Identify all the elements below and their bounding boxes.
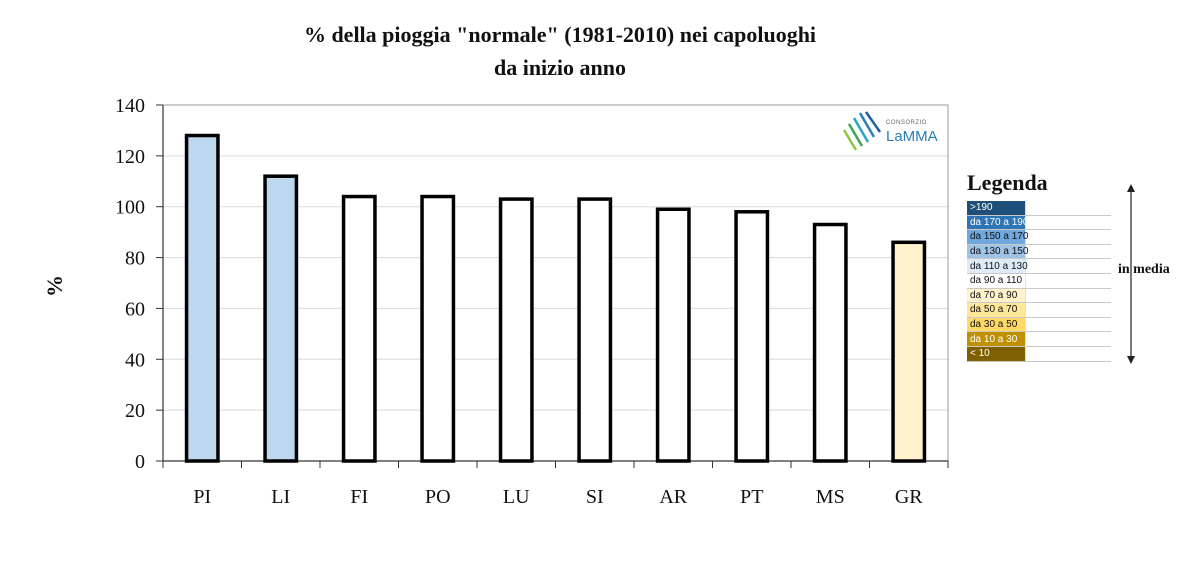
legend-swatch (967, 259, 1026, 273)
legend-item-label: da 150 a 170 (970, 231, 1029, 243)
legend-swatch (967, 273, 1026, 288)
bar-lu (498, 197, 534, 463)
legend-item-label: >190 (970, 202, 993, 214)
legend-swatch (967, 201, 1026, 215)
legend-item-label: da 130 a 150 (970, 246, 1029, 258)
x-tick-label: PO (425, 486, 451, 508)
logo-main-text: LaMMA (886, 128, 938, 145)
legend-item-label: da 110 a 130 (970, 260, 1028, 272)
legend-item: da 150 a 170 (967, 230, 1111, 245)
legend-swatch (967, 332, 1026, 346)
x-tick-label: MS (816, 486, 845, 508)
bar-ar (655, 207, 691, 463)
x-tick-label: FI (350, 486, 368, 508)
legend-swatch (967, 215, 1026, 230)
lamma-logo: CONSORZIO LaMMA (840, 110, 950, 156)
y-tick-label: 100 (115, 197, 145, 219)
legend-item: >190 (967, 201, 1111, 216)
y-tick-label: 120 (115, 146, 145, 168)
bar-ms (812, 222, 848, 463)
chart-title: % della pioggia "normale" (1981-2010) ne… (0, 18, 1120, 84)
legend-item-label: da 50 a 70 (970, 304, 1018, 316)
y-tick-label: 80 (125, 248, 145, 270)
legend-arrow-icon (1127, 184, 1135, 364)
legend-item: da 70 a 90 (967, 288, 1111, 304)
legend-item: da 10 a 30 (967, 332, 1111, 347)
x-tick-label: GR (895, 486, 923, 508)
legend-swatch (967, 317, 1026, 332)
legend-item-label: da 70 a 90 (970, 289, 1018, 301)
legend-item-label: da 30 a 50 (970, 319, 1018, 331)
legend-item: da 90 a 110 (967, 273, 1111, 289)
legend-side-label: in media (1118, 262, 1170, 277)
chart-title-line-1: % della pioggia "normale" (1981-2010) ne… (303, 22, 817, 47)
legend-item-label: da 170 a 190 (970, 216, 1029, 228)
bar-pt (734, 210, 770, 463)
x-tick-label: PI (193, 486, 211, 508)
legend-item: da 30 a 50 (967, 317, 1111, 333)
legend-item-label: da 90 a 110 (970, 275, 1023, 287)
bar-fi (341, 194, 377, 463)
x-tick-label: SI (586, 486, 604, 508)
legend-item-label: da 10 a 30 (970, 333, 1018, 345)
y-tick-label: 20 (125, 400, 145, 422)
x-tick-label: PT (740, 486, 763, 508)
legend-item: da 50 a 70 (967, 303, 1111, 318)
legend-item: da 170 a 190 (967, 215, 1111, 231)
legend-swatch (967, 230, 1026, 244)
legend-item: da 110 a 130 (967, 259, 1111, 274)
chart-title-line-2: da inizio anno (493, 55, 627, 80)
legend-title: Legenda (967, 170, 1048, 195)
bar-pi (184, 133, 220, 463)
bar-gr (891, 240, 927, 463)
legend-item: da 130 a 150 (967, 244, 1111, 260)
legend-item-label: < 10 (970, 348, 990, 360)
legend: >190 da 170 a 190 da 150 a 170 da 130 a 150… (967, 201, 1111, 362)
legend-item: < 10 (967, 346, 1111, 362)
bar-si (577, 197, 613, 463)
y-tick-label: 140 (115, 95, 145, 117)
legend-swatch (967, 346, 1026, 361)
y-tick-label: 60 (125, 298, 145, 320)
legend-swatch (967, 303, 1026, 317)
legend-swatch (967, 244, 1026, 259)
bar-po (420, 194, 456, 463)
y-tick-label: 40 (125, 349, 145, 371)
y-tick-label: 0 (135, 451, 145, 473)
x-tick-label: LU (503, 486, 530, 508)
lamma-logo-icon (842, 111, 882, 151)
logo-small-text: CONSORZIO (886, 120, 927, 126)
x-tick-label: LI (271, 486, 290, 508)
bar-li (263, 174, 299, 463)
y-axis-label: % (42, 275, 67, 297)
legend-swatch (967, 288, 1026, 303)
x-tick-label: AR (659, 486, 687, 508)
